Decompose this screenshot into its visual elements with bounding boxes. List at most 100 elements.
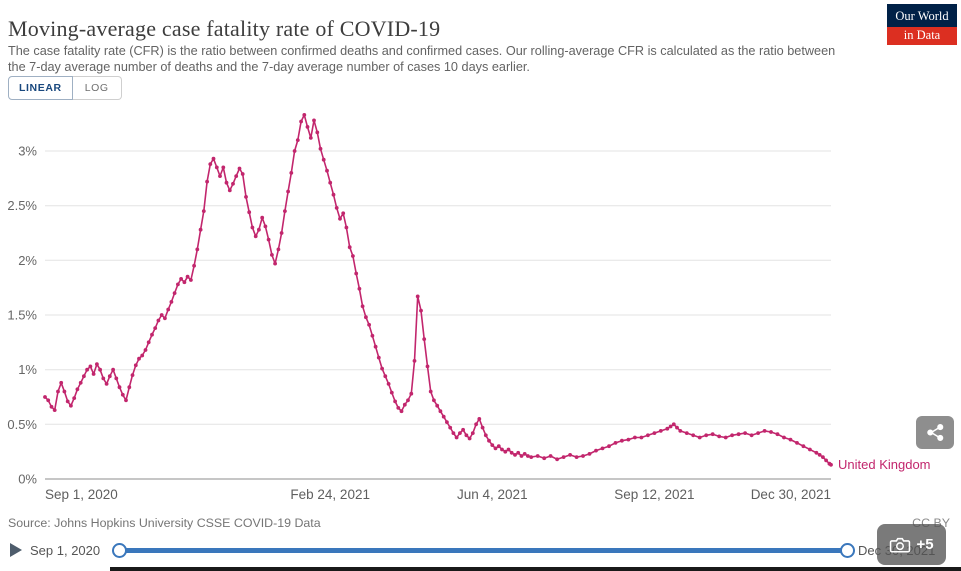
data-point[interactable] bbox=[182, 280, 187, 285]
data-point[interactable] bbox=[107, 374, 112, 379]
data-point[interactable] bbox=[516, 450, 521, 455]
data-point[interactable] bbox=[98, 367, 102, 372]
data-point[interactable] bbox=[59, 380, 64, 385]
data-point[interactable] bbox=[172, 291, 177, 295]
data-point[interactable] bbox=[185, 274, 190, 279]
data-point[interactable] bbox=[535, 454, 540, 458]
data-point[interactable] bbox=[266, 237, 271, 242]
data-point[interactable] bbox=[743, 431, 747, 435]
data-point[interactable] bbox=[146, 340, 151, 345]
data-point[interactable] bbox=[383, 374, 388, 379]
data-point[interactable] bbox=[166, 307, 171, 312]
data-point[interactable] bbox=[133, 363, 138, 368]
data-point[interactable] bbox=[49, 404, 54, 409]
data-point[interactable] bbox=[237, 166, 242, 171]
data-point[interactable] bbox=[104, 382, 109, 386]
data-point[interactable] bbox=[775, 432, 780, 437]
data-point[interactable] bbox=[247, 210, 252, 215]
log-scale-button[interactable]: LOG bbox=[72, 76, 122, 100]
data-point[interactable] bbox=[357, 286, 362, 291]
data-point[interactable] bbox=[496, 444, 501, 449]
data-point[interactable] bbox=[723, 435, 728, 440]
source-link[interactable]: Source: Johns Hopkins University CSSE CO… bbox=[8, 516, 321, 530]
data-point[interactable] bbox=[425, 364, 430, 369]
data-point[interactable] bbox=[704, 433, 709, 438]
data-point[interactable] bbox=[788, 437, 793, 442]
data-point[interactable] bbox=[613, 441, 618, 445]
data-point[interactable] bbox=[120, 392, 125, 397]
series-line[interactable] bbox=[44, 114, 832, 466]
data-point[interactable] bbox=[409, 391, 414, 396]
data-point[interactable] bbox=[351, 254, 355, 258]
data-point[interactable] bbox=[568, 453, 572, 457]
data-point[interactable] bbox=[82, 374, 86, 379]
data-point[interactable] bbox=[600, 446, 605, 451]
data-point[interactable] bbox=[548, 454, 553, 458]
data-point[interactable] bbox=[130, 373, 135, 377]
data-point[interactable] bbox=[490, 443, 495, 447]
data-point[interactable] bbox=[156, 318, 161, 323]
data-point[interactable] bbox=[415, 294, 420, 299]
data-point[interactable] bbox=[95, 362, 99, 367]
data-point[interactable] bbox=[626, 437, 631, 442]
data-point[interactable] bbox=[78, 380, 83, 385]
data-point[interactable] bbox=[308, 136, 313, 140]
data-point[interactable] bbox=[500, 447, 504, 452]
data-point[interactable] bbox=[555, 457, 559, 462]
data-point[interactable] bbox=[441, 414, 446, 419]
data-point[interactable] bbox=[52, 408, 57, 412]
data-point[interactable] bbox=[448, 425, 453, 430]
data-point[interactable] bbox=[334, 206, 339, 210]
data-point[interactable] bbox=[529, 455, 534, 459]
data-point[interactable] bbox=[451, 431, 456, 435]
data-point[interactable] bbox=[639, 435, 644, 440]
data-point[interactable] bbox=[646, 433, 650, 438]
data-point[interactable] bbox=[412, 359, 417, 363]
data-point[interactable] bbox=[124, 398, 128, 403]
data-point[interactable] bbox=[824, 458, 828, 463]
data-point[interactable] bbox=[506, 447, 511, 452]
data-point[interactable] bbox=[389, 390, 394, 395]
data-point[interactable] bbox=[234, 174, 239, 178]
data-point[interactable] bbox=[658, 429, 663, 433]
data-point[interactable] bbox=[263, 224, 268, 229]
data-point[interactable] bbox=[46, 398, 51, 403]
data-point[interactable] bbox=[668, 424, 673, 429]
data-point[interactable] bbox=[318, 146, 323, 151]
data-point[interactable] bbox=[665, 426, 670, 431]
data-point[interactable] bbox=[231, 181, 235, 186]
data-point[interactable] bbox=[169, 300, 174, 304]
data-point[interactable] bbox=[328, 180, 333, 185]
data-point[interactable] bbox=[153, 326, 158, 330]
data-point[interactable] bbox=[795, 441, 799, 445]
data-point[interactable] bbox=[477, 417, 482, 421]
data-point[interactable] bbox=[344, 225, 349, 230]
data-point[interactable] bbox=[419, 308, 423, 313]
data-point[interactable] bbox=[717, 434, 722, 439]
data-point[interactable] bbox=[159, 313, 164, 317]
data-point[interactable] bbox=[286, 189, 290, 194]
data-point[interactable] bbox=[373, 344, 378, 349]
data-point[interactable] bbox=[43, 395, 47, 399]
data-point[interactable] bbox=[671, 422, 676, 427]
data-point[interactable] bbox=[480, 425, 485, 430]
timeline-play-button[interactable] bbox=[10, 543, 22, 557]
data-point[interactable] bbox=[56, 389, 60, 394]
data-point[interactable] bbox=[620, 438, 624, 443]
data-point[interactable] bbox=[257, 227, 261, 232]
data-point[interactable] bbox=[386, 382, 391, 386]
data-point[interactable] bbox=[782, 435, 786, 440]
data-point[interactable] bbox=[111, 367, 115, 372]
data-point[interactable] bbox=[260, 215, 265, 220]
photo-gallery-overlay[interactable]: +5 bbox=[877, 524, 946, 565]
data-point[interactable] bbox=[292, 149, 297, 153]
data-point[interactable] bbox=[376, 355, 381, 360]
data-point[interactable] bbox=[315, 130, 320, 135]
data-point[interactable] bbox=[179, 277, 184, 281]
data-point[interactable] bbox=[338, 216, 342, 221]
data-point[interactable] bbox=[227, 188, 232, 193]
data-point[interactable] bbox=[221, 165, 226, 170]
data-point[interactable] bbox=[289, 171, 294, 175]
data-point[interactable] bbox=[697, 435, 702, 440]
data-point[interactable] bbox=[192, 263, 197, 268]
